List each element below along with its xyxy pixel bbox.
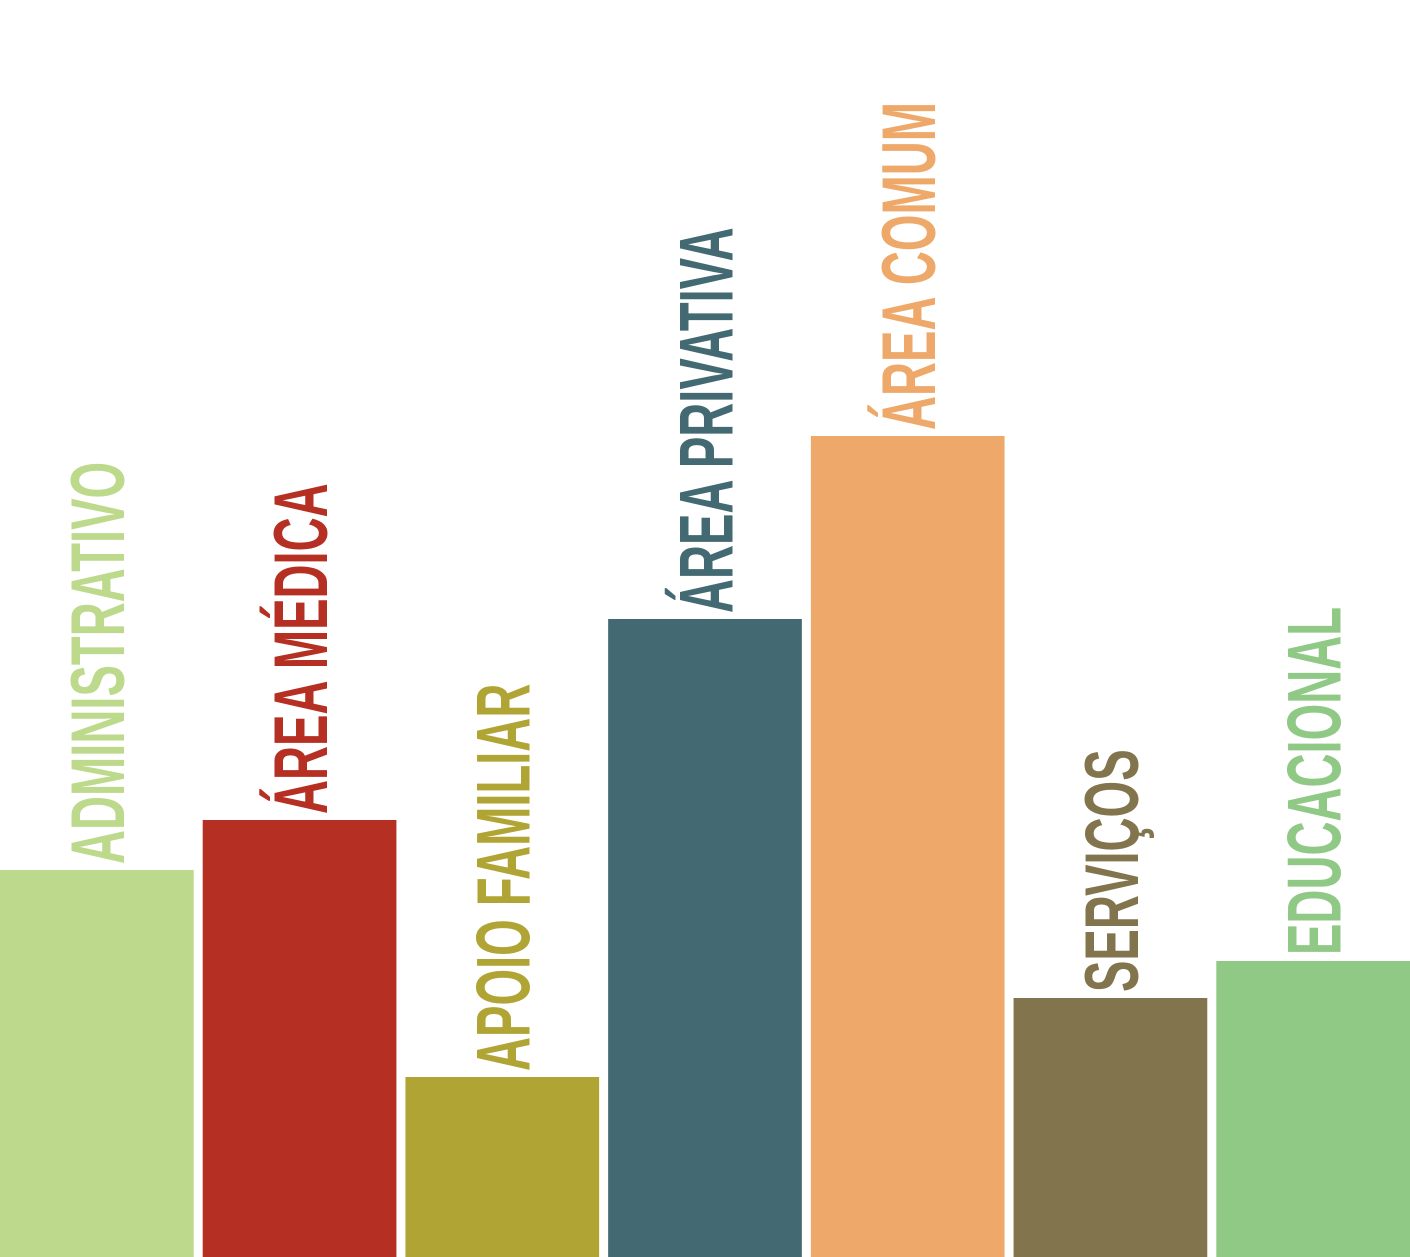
category-label-area-privativa: ÁREA PRIVATIVA <box>665 227 749 613</box>
bar-administrativo <box>0 870 194 1257</box>
bars-layer <box>0 436 1410 1257</box>
bar-area-medica <box>202 820 397 1257</box>
category-label-area-comum: ÁREA COMUM <box>868 102 952 430</box>
bar-educacional <box>1216 961 1410 1257</box>
bar-servicos <box>1013 998 1208 1257</box>
bar-area-privativa <box>608 619 802 1257</box>
category-label-servicos: SERVIÇOS <box>1070 749 1154 992</box>
category-label-apoio-familiar: APOIO FAMILIAR <box>462 684 546 1071</box>
bar-apoio-familiar <box>405 1077 600 1257</box>
category-label-administrativo: ADMINISTRATIVO <box>57 462 141 864</box>
bar-area-comum <box>810 436 1005 1257</box>
labels-layer: ADMINISTRATIVO ÁREA MÉDICA APOIO FAMILIAR Á… <box>57 102 1357 1071</box>
category-label-area-medica: ÁREA MÉDICA <box>260 483 344 814</box>
category-label-educacional: EDUCACIONAL <box>1273 607 1357 955</box>
